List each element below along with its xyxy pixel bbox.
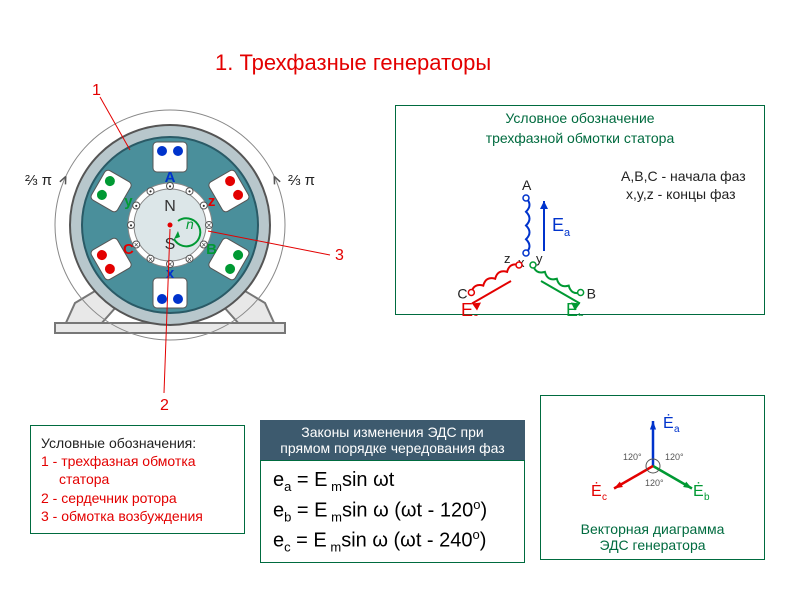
svg-text:E: E — [566, 300, 578, 316]
svg-text:c: c — [473, 312, 479, 316]
laws-header-1: Законы изменения ЭДС при — [268, 424, 517, 440]
svg-text:z: z — [208, 193, 216, 210]
svg-text:N: N — [164, 198, 176, 215]
svg-text:•: • — [188, 187, 191, 196]
eq-ea: ea = E msin ωt — [273, 467, 512, 496]
svg-text:×: × — [148, 255, 153, 264]
svg-text:⅔ π: ⅔ π — [288, 172, 315, 189]
svg-text:c: c — [602, 492, 607, 503]
svg-text:E: E — [461, 300, 473, 316]
svg-text:120°: 120° — [623, 452, 642, 462]
svg-text:×: × — [201, 241, 206, 250]
svg-text:•: • — [135, 202, 138, 211]
eq-ec: ec = E msin ω (ωt - 240o) — [273, 526, 512, 556]
svg-text:Ė: Ė — [663, 413, 674, 432]
svg-text:•: • — [202, 202, 205, 211]
svg-text:z: z — [504, 251, 511, 266]
svg-text:×: × — [207, 221, 212, 230]
svg-text:⅔ π: ⅔ π — [25, 172, 52, 189]
vector-svg: ĖaĖbĖc120°120°120° — [541, 396, 766, 516]
vector-title2: ЭДС генератора — [541, 537, 764, 553]
svg-text:Ė: Ė — [693, 481, 704, 500]
svg-text:1: 1 — [92, 82, 101, 99]
generator-diagram: ⅔ π⅔ πAzBxCy•••××××××•••NSn132 — [0, 80, 370, 420]
svg-text:b: b — [578, 312, 584, 316]
svg-text:a: a — [674, 424, 680, 435]
svg-text:y: y — [536, 251, 543, 266]
vector-title1: Векторная диаграмма — [541, 521, 764, 537]
svg-text:3: 3 — [335, 247, 344, 264]
svg-text:n: n — [186, 216, 194, 232]
svg-text:A,B,C - начала фаз: A,B,C - начала фаз — [621, 168, 746, 184]
svg-text:•: • — [149, 187, 152, 196]
eq-eb: eb = E msin ω (ωt - 120o) — [273, 496, 512, 526]
svg-text:×: × — [134, 241, 139, 250]
legend-1: 1 - трехфазная обмотка — [41, 452, 234, 470]
svg-text:•: • — [169, 182, 172, 191]
laws-header: Законы изменения ЭДС при прямом порядке … — [260, 420, 525, 460]
legend-box: Условные обозначения: 1 - трехфазная обм… — [30, 425, 245, 534]
svg-text:•: • — [130, 221, 133, 230]
legend-1b: статора — [41, 470, 234, 488]
svg-text:Ė: Ė — [591, 481, 602, 500]
symbol-svg: AxEaByEbCzEcA,B,C - начала фазx,y,z - ко… — [396, 146, 766, 316]
svg-text:2: 2 — [160, 397, 169, 414]
svg-text:b: b — [704, 492, 710, 503]
svg-text:A: A — [522, 177, 532, 193]
svg-text:x,y,z - концы фаз: x,y,z - концы фаз — [626, 186, 736, 202]
svg-text:E: E — [552, 215, 564, 235]
symbol-title1: Условное обозначение — [396, 110, 764, 126]
legend-2: 2 - сердечник ротора — [41, 489, 234, 507]
svg-text:B: B — [587, 286, 596, 302]
laws-header-2: прямом порядке чередования фаз — [268, 440, 517, 456]
page-title: 1. Трехфазные генераторы — [215, 50, 491, 76]
legend-3: 3 - обмотка возбуждения — [41, 507, 234, 525]
symbol-title2: трехфазной обмотки статора — [396, 130, 764, 146]
svg-text:a: a — [564, 227, 571, 239]
symbol-box: Условное обозначение трехфазной обмотки … — [395, 105, 765, 315]
svg-text:120°: 120° — [665, 452, 684, 462]
svg-text:120°: 120° — [645, 478, 664, 488]
laws-box: ea = E msin ωt eb = E msin ω (ωt - 120o)… — [260, 460, 525, 563]
svg-text:×: × — [187, 255, 192, 264]
vector-box: ĖaĖbĖc120°120°120° Векторная диаграмма Э… — [540, 395, 765, 560]
legend-heading: Условные обозначения: — [41, 434, 234, 452]
